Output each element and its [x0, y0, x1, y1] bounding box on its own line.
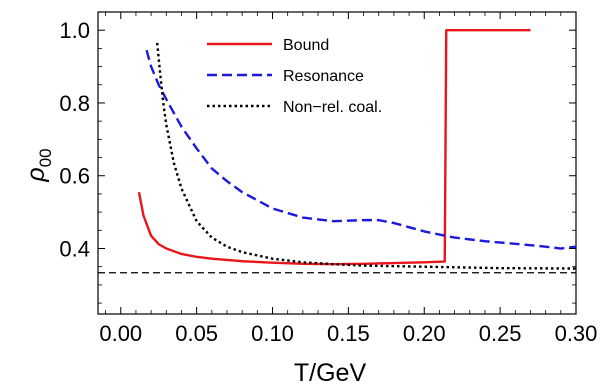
series-line-resonance	[145, 49, 577, 250]
legend-label: Resonance	[283, 68, 364, 85]
legend: Bound Resonance Non−rel. coal.	[207, 37, 382, 116]
y-tick-label: 0.8	[59, 91, 90, 116]
x-tick-label: 0.05	[175, 321, 218, 346]
plot-frame	[97, 11, 577, 315]
legend-label: Bound	[283, 37, 329, 54]
tick-layer: 0.00 0.05 0.10 0.15 0.20 0.25 0.30 0.4 0.6 0.8 1.0	[59, 11, 598, 346]
series-line-non-rel-coal	[155, 42, 577, 270]
series-layer	[137, 28, 577, 270]
x-tick-label: 0.00	[99, 321, 142, 346]
x-tick-label: 0.25	[479, 321, 522, 346]
y-axis-title-subscript: 00	[36, 148, 55, 167]
y-axis-title-rho: ρ	[22, 167, 50, 182]
y-tick-label: 0.4	[59, 237, 90, 262]
legend-label: Non−rel. coal.	[283, 99, 382, 116]
x-axis-title: T/GeV	[294, 359, 367, 387]
x-tick-label: 0.15	[327, 321, 370, 346]
y-tick-label: 0.6	[59, 164, 90, 189]
svg-text:ρ00: ρ00	[22, 148, 55, 182]
x-tick-label: 0.30	[555, 321, 598, 346]
x-tick-label: 0.20	[403, 321, 446, 346]
y-tick-label: 1.0	[59, 18, 90, 43]
y-axis-title: ρ00	[22, 148, 55, 182]
x-tick-label: 0.10	[251, 321, 294, 346]
series-line-bound	[137, 28, 531, 266]
